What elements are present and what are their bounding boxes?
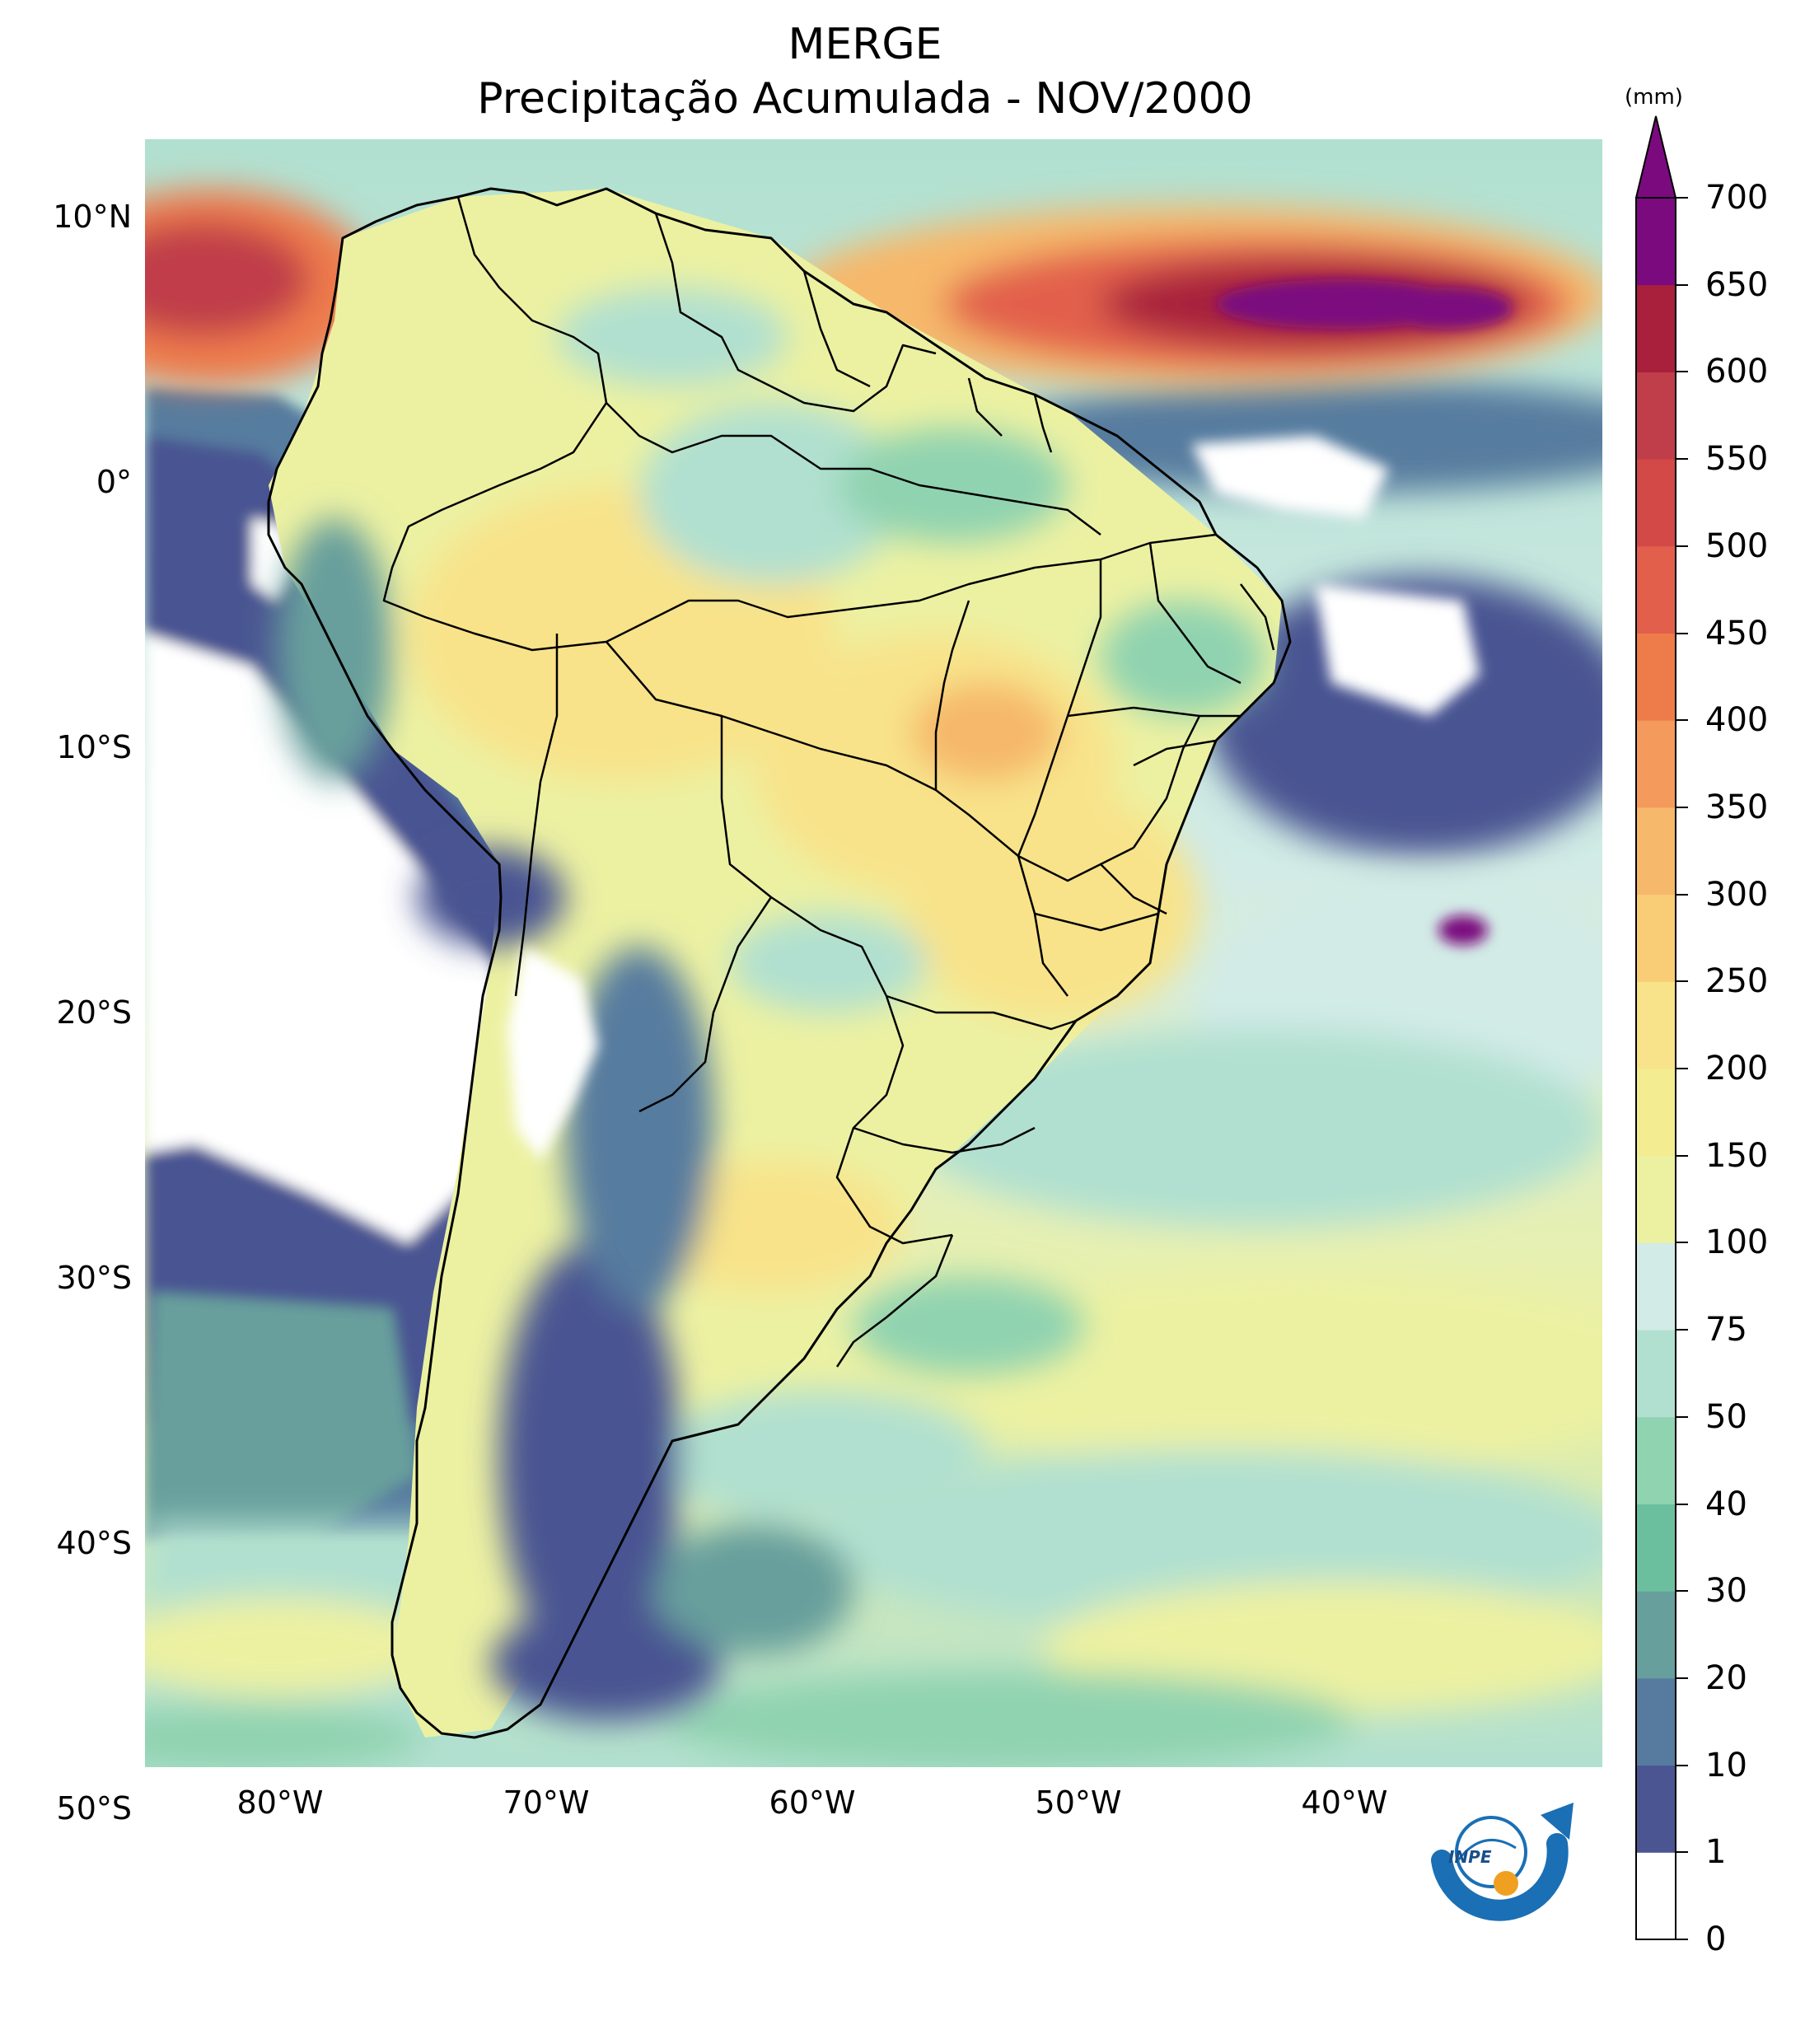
colorbar-tick-label: 550 [1705,440,1769,479]
colorbar-band [1636,807,1676,896]
lat-label-10n: 10°N [53,199,132,235]
colorbar-tick [1676,371,1688,373]
colorbar-tick-label: 1 [1705,1833,1727,1872]
colorbar-band [1636,1330,1676,1418]
colorbar-tick-label: 350 [1705,788,1769,826]
colorbar-band [1636,633,1676,721]
colorbar-tick [1676,1154,1688,1157]
colorbar [1635,115,1676,1940]
colorbar-tick-label: 250 [1705,962,1769,1001]
colorbar-tick [1676,458,1688,461]
lat-label-50s: 50°S [56,1790,132,1827]
colorbar-tick [1676,1068,1688,1069]
colorbar-tick [1676,1503,1688,1505]
colorbar-tick [1676,283,1688,286]
colorbar-tick [1676,1764,1688,1766]
colorbar-tick [1676,545,1688,547]
colorbar-band [1636,1591,1676,1679]
coastal-desert [507,947,598,1161]
colorbar-tick [1676,1851,1688,1854]
inpe-logo-icon [1431,1803,1574,1921]
colorbar-tick-label: 75 [1705,1311,1747,1349]
map-title: MERGE [788,20,942,69]
colorbar-tick-label: 700 [1705,179,1769,217]
itcz-rain-band [145,189,1602,386]
colorbar-tick-label: 10 [1705,1746,1747,1784]
lat-label-10s: 10°S [56,729,132,765]
colorbar-band [1636,1852,1676,1940]
lat-label-0: 0° [96,464,132,500]
colorbar-tick [1676,1242,1688,1244]
colorbar-tick-label: 450 [1705,614,1769,652]
colorbar-tick [1676,1677,1688,1679]
lat-label-40s: 40°S [56,1525,132,1561]
colorbar-band [1636,894,1676,982]
atlantic-dry-patches [1191,436,1480,716]
colorbar-tick-label: 150 [1705,1136,1769,1175]
colorbar-tick [1676,719,1688,722]
colorbar-tick [1676,1590,1688,1593]
lon-label-60w: 60°W [769,1784,856,1821]
lat-label-20s: 20°S [56,994,132,1031]
colorbar-tick-label: 200 [1705,1050,1769,1087]
colorbar-tick [1676,806,1688,808]
colorbar-tick-label: 100 [1705,1223,1769,1262]
colorbar-tick-label: 30 [1705,1572,1747,1611]
colorbar-extend-triangle [1635,115,1676,199]
colorbar-tick-label: 20 [1705,1658,1747,1697]
lon-label-80w: 80°W [236,1784,324,1821]
colorbar-band [1636,1155,1676,1243]
colorbar-tick-label: 650 [1705,265,1769,304]
colorbar-band [1636,284,1676,372]
colorbar-tick [1676,197,1688,199]
colorbar-tick-label: 300 [1705,875,1769,914]
colorbar-tick [1676,893,1688,896]
precipitation-map [145,139,1602,1767]
colorbar-band [1636,1504,1676,1592]
colorbar-tick-label: 500 [1705,526,1769,565]
colorbar-frame [1635,197,1676,1940]
colorbar-tick [1676,632,1688,634]
colorbar-band [1636,372,1676,460]
colorbar-tick [1676,980,1688,983]
colorbar-tick [1676,1415,1688,1418]
colorbar-band [1636,1416,1676,1504]
colorbar-unit: (mm) [1625,85,1683,110]
inpe-logo: INPE [1409,1770,1585,1946]
colorbar-band [1636,545,1676,634]
colorbar-tick-label: 0 [1705,1920,1727,1958]
colorbar-band [1636,1765,1676,1853]
colorbar-tick [1676,1939,1688,1940]
colorbar-tick [1676,1329,1688,1331]
colorbar-band [1636,1677,1676,1766]
colorbar-tick-label: 400 [1705,701,1769,740]
colorbar-band [1636,981,1676,1069]
country-borders [382,196,1275,1368]
coastline [267,187,1292,1739]
lon-label-70w: 70°W [503,1784,590,1821]
lat-label-30s: 30°S [56,1260,132,1296]
colorbar-band [1636,1242,1676,1331]
inpe-logo-text: INPE [1448,1847,1492,1867]
colorbar-tick-label: 50 [1705,1397,1747,1436]
atlantic-bands [664,378,1602,1767]
colorbar-tick-label: 600 [1705,353,1769,391]
lon-label-40w: 40°W [1301,1784,1388,1821]
lon-label-50w: 50°W [1035,1784,1122,1821]
colorbar-tick-label: 40 [1705,1485,1747,1523]
colorbar-band [1636,1069,1676,1157]
map-subtitle: Precipitação Acumulada - NOV/2000 [477,74,1253,124]
colorbar-band [1636,198,1676,286]
colorbar-band [1636,720,1676,808]
colorbar-band [1636,459,1676,547]
